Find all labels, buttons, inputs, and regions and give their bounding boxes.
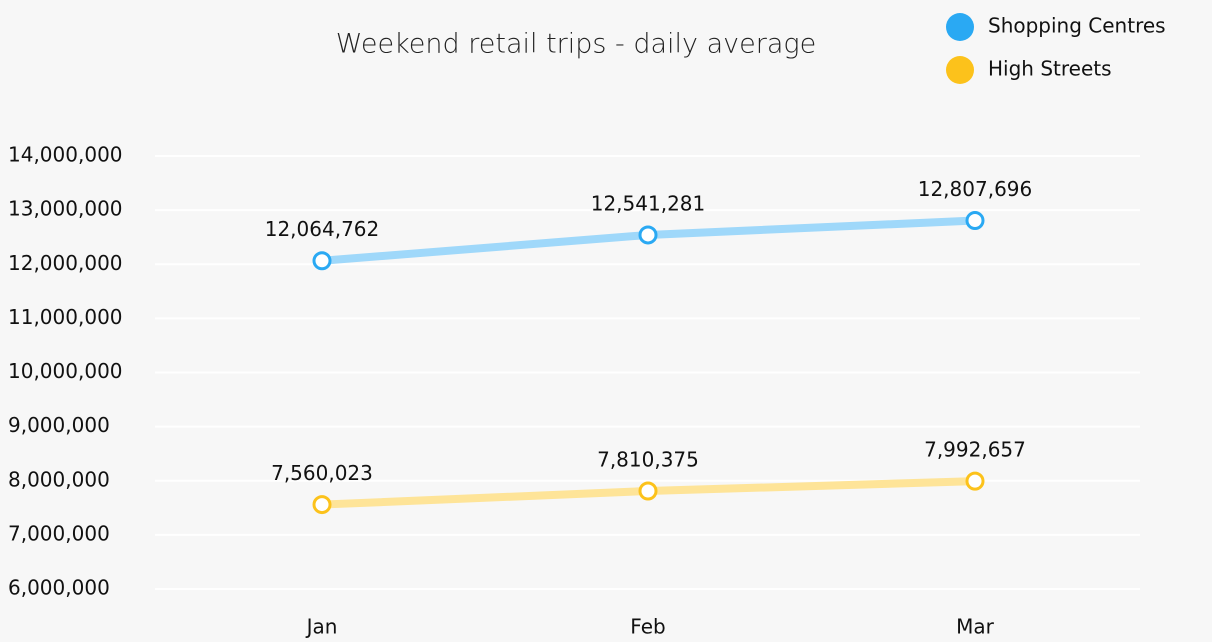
data-point bbox=[638, 481, 658, 501]
data-label: 7,810,375 bbox=[597, 448, 699, 472]
data-point bbox=[312, 251, 332, 271]
y-tick-label: 11,000,000 bbox=[8, 305, 123, 329]
data-point bbox=[965, 211, 985, 231]
data-label: 12,807,696 bbox=[918, 177, 1033, 201]
y-tick-label: 9,000,000 bbox=[8, 413, 110, 437]
x-tick-label: Feb bbox=[630, 615, 665, 639]
y-tick-label: 13,000,000 bbox=[8, 197, 123, 221]
legend-label: Shopping Centres bbox=[988, 14, 1166, 38]
data-label: 12,541,281 bbox=[591, 191, 706, 215]
legend-label: High Streets bbox=[988, 57, 1112, 81]
data-label: 7,992,657 bbox=[924, 438, 1026, 462]
legend-swatch bbox=[946, 56, 974, 84]
y-tick-label: 14,000,000 bbox=[8, 143, 123, 167]
x-tick-label: Mar bbox=[956, 615, 995, 639]
data-label: 12,064,762 bbox=[265, 217, 380, 241]
legend-swatch bbox=[946, 13, 974, 41]
y-tick-label: 8,000,000 bbox=[8, 467, 110, 491]
data-point bbox=[965, 471, 985, 491]
y-tick-label: 10,000,000 bbox=[8, 359, 123, 383]
y-tick-label: 6,000,000 bbox=[8, 576, 110, 600]
x-tick-label: Jan bbox=[305, 615, 338, 639]
data-point bbox=[312, 495, 332, 515]
data-point bbox=[638, 225, 658, 245]
data-label: 7,560,023 bbox=[271, 461, 373, 485]
chart-title: Weekend retail trips - daily average bbox=[336, 29, 816, 60]
y-tick-label: 7,000,000 bbox=[8, 521, 110, 545]
y-tick-label: 12,000,000 bbox=[8, 251, 123, 275]
